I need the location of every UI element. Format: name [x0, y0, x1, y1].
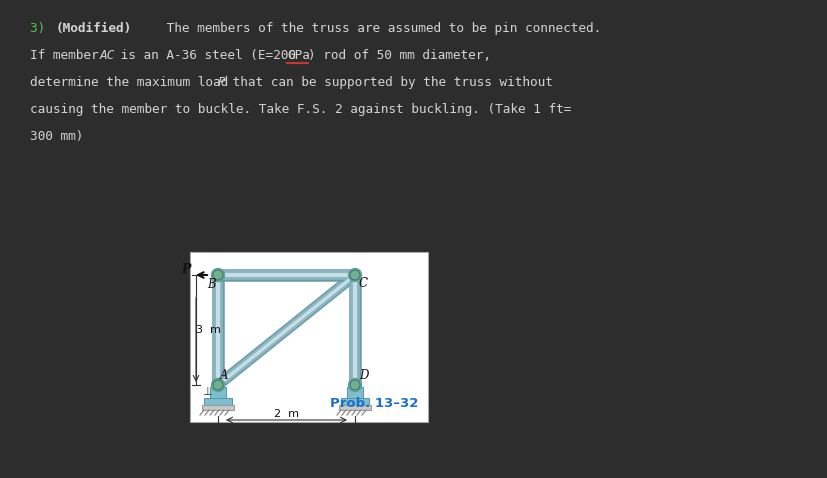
Circle shape	[348, 379, 361, 391]
Circle shape	[213, 380, 222, 390]
Text: 2  m: 2 m	[274, 409, 299, 419]
Text: P: P	[181, 263, 191, 276]
Circle shape	[350, 380, 360, 390]
Bar	[203, 398, 232, 405]
Text: determine the maximum load: determine the maximum load	[30, 76, 236, 89]
Circle shape	[211, 269, 224, 282]
Bar	[202, 405, 234, 410]
Text: 300 mm): 300 mm)	[30, 130, 84, 143]
Circle shape	[213, 270, 222, 280]
Circle shape	[211, 379, 224, 391]
Text: is an A-36 steel (E=200: is an A-36 steel (E=200	[113, 49, 304, 62]
Circle shape	[348, 269, 361, 282]
Bar	[347, 387, 362, 399]
Text: P: P	[218, 76, 225, 89]
Text: If member: If member	[30, 49, 106, 62]
Bar	[338, 405, 370, 410]
Text: D: D	[359, 369, 368, 382]
Text: A: A	[220, 369, 228, 382]
Bar	[189, 252, 428, 422]
Text: Prob. 13–32: Prob. 13–32	[329, 397, 418, 410]
Bar	[210, 387, 226, 399]
Text: 3): 3)	[30, 22, 53, 35]
Text: ) rod of 50 mm diameter,: ) rod of 50 mm diameter,	[308, 49, 490, 62]
Text: AC: AC	[99, 49, 115, 62]
Text: (Modified): (Modified)	[56, 22, 132, 35]
Text: C: C	[359, 277, 367, 290]
Text: that can be supported by the truss without: that can be supported by the truss witho…	[224, 76, 552, 89]
Text: B: B	[207, 278, 216, 291]
Bar	[341, 398, 369, 405]
Text: ⊥: ⊥	[202, 387, 212, 397]
Circle shape	[350, 270, 360, 280]
Text: The members of the truss are assumed to be pin connected.: The members of the truss are assumed to …	[159, 22, 600, 35]
Text: 3  m: 3 m	[196, 325, 221, 335]
Text: causing the member to buckle. Take F.S. 2 against buckling. (Take 1 ft=: causing the member to buckle. Take F.S. …	[30, 103, 571, 116]
Text: GPa: GPa	[287, 49, 309, 62]
